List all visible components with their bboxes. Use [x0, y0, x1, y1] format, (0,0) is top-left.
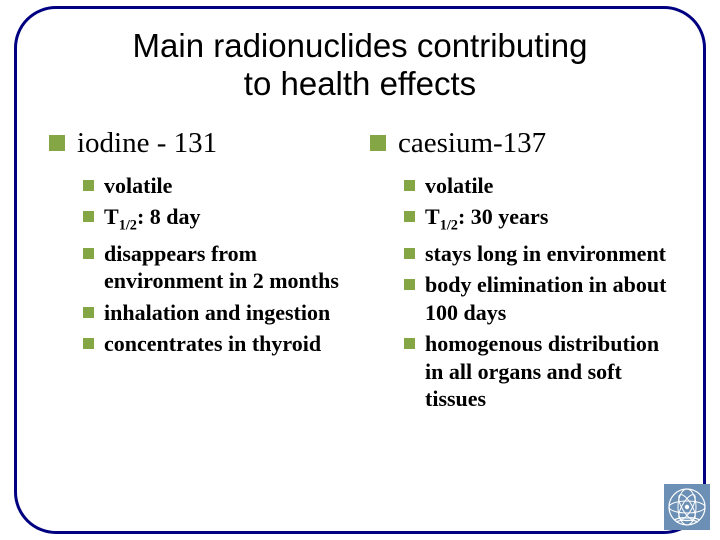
- left-heading-row: iodine - 131: [49, 127, 350, 160]
- square-bullet-icon: [404, 180, 415, 191]
- slide-title: Main radionuclides contributing to healt…: [49, 27, 671, 103]
- list-item-text: T1/2: 8 day: [104, 203, 201, 235]
- list-item-text: disappears from environment in 2 months: [104, 240, 350, 295]
- square-bullet-icon: [404, 338, 415, 349]
- list-item: disappears from environment in 2 months: [83, 240, 350, 295]
- list-item-text: volatile: [425, 172, 493, 200]
- list-item: stays long in environment: [404, 240, 671, 268]
- square-bullet-icon: [404, 248, 415, 259]
- list-item: body elimination in about 100 days: [404, 271, 671, 326]
- square-bullet-icon: [83, 248, 94, 259]
- square-bullet-icon: [83, 338, 94, 349]
- square-bullet-icon: [404, 279, 415, 290]
- right-heading-row: caesium-137: [370, 127, 671, 160]
- square-bullet-icon: [404, 211, 415, 222]
- list-item-text: concentrates in thyroid: [104, 330, 321, 358]
- square-bullet-icon: [83, 211, 94, 222]
- list-item-text: body elimination in about 100 days: [425, 271, 671, 326]
- title-line-2: to health effects: [244, 65, 476, 102]
- list-item: homogenous distribution in all organs an…: [404, 330, 671, 413]
- columns: iodine - 131 volatile T1/2: 8 day disapp…: [49, 127, 671, 417]
- list-item-text: stays long in environment: [425, 240, 666, 268]
- left-list: volatile T1/2: 8 day disappears from env…: [49, 172, 350, 358]
- list-item: volatile: [83, 172, 350, 200]
- list-item: T1/2: 30 years: [404, 203, 671, 235]
- list-item: volatile: [404, 172, 671, 200]
- list-item-text: inhalation and ingestion: [104, 299, 330, 327]
- list-item-text: T1/2: 30 years: [425, 203, 548, 235]
- list-item: T1/2: 8 day: [83, 203, 350, 235]
- square-bullet-icon: [83, 307, 94, 318]
- list-item-text: homogenous distribution in all organs an…: [425, 330, 671, 413]
- slide-frame: Main radionuclides contributing to healt…: [14, 6, 706, 534]
- list-item: inhalation and ingestion: [83, 299, 350, 327]
- square-bullet-icon: [370, 135, 386, 151]
- right-column: caesium-137 volatile T1/2: 30 years stay…: [370, 127, 671, 417]
- right-heading: caesium-137: [398, 127, 546, 160]
- list-item-text: volatile: [104, 172, 172, 200]
- iaea-logo-icon: [664, 484, 710, 530]
- title-line-1: Main radionuclides contributing: [133, 27, 588, 64]
- left-column: iodine - 131 volatile T1/2: 8 day disapp…: [49, 127, 350, 417]
- left-heading: iodine - 131: [77, 127, 217, 160]
- list-item: concentrates in thyroid: [83, 330, 350, 358]
- square-bullet-icon: [83, 180, 94, 191]
- square-bullet-icon: [49, 135, 65, 151]
- right-list: volatile T1/2: 30 years stays long in en…: [370, 172, 671, 413]
